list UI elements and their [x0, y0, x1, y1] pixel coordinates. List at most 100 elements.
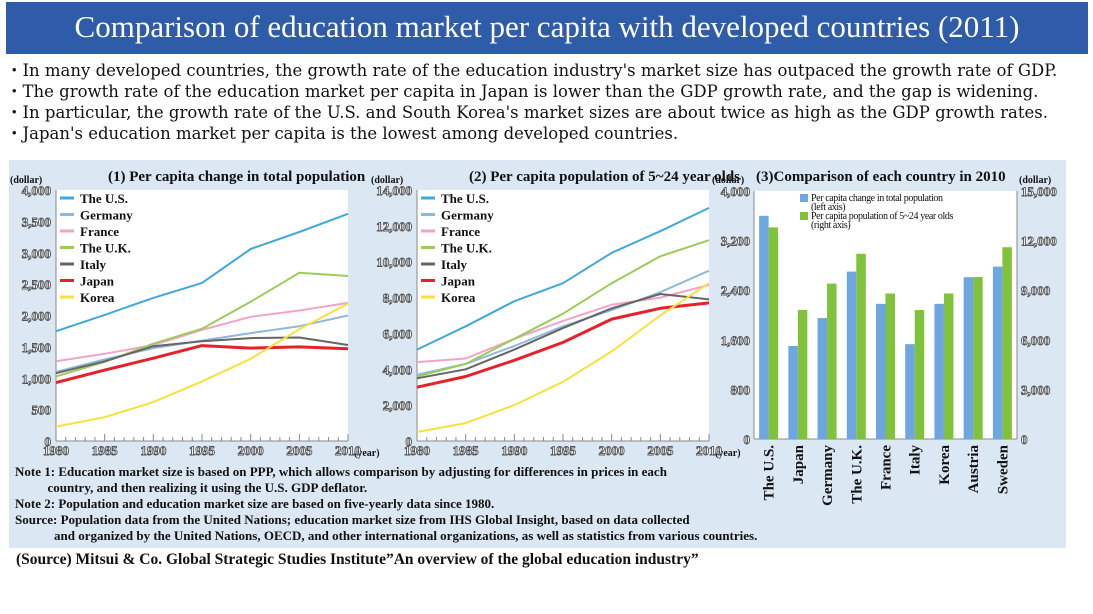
x-category-label: Sweden	[995, 444, 1011, 494]
legend-label: France	[80, 224, 119, 239]
x-tick-label-1: 1985	[92, 443, 119, 458]
legend-label: Japan	[441, 274, 476, 289]
series-line-japan	[55, 344, 349, 385]
y-tick-label-2: 0	[406, 434, 413, 449]
x-category-label: The U.K.	[849, 445, 865, 504]
bar-per-capita-total	[905, 344, 915, 439]
x-tick-label-1: 1980	[43, 443, 69, 458]
source-citation: (Source) Mitsui & Co. Global Strategic S…	[16, 551, 699, 568]
page-title: Comparison of education market per capit…	[6, 2, 1088, 54]
y-tick-label-left: 1,600	[721, 333, 750, 348]
bullet-item: ・In particular, the growth rate of the U…	[6, 103, 1048, 122]
legend-label: (right axis)	[811, 220, 850, 231]
x-tick-label-1: 2005	[286, 443, 313, 458]
note-line: country, and then realizing it using the…	[15, 480, 368, 495]
x-category-label: Austria	[966, 445, 982, 494]
charts-svg: (1) Per capita change in total populatio…	[10, 169, 1057, 506]
y-tick-label-left: 800	[731, 382, 751, 397]
bar-per-capita-5-24	[914, 310, 925, 439]
x-category-label: Japan	[791, 444, 807, 484]
bullet-item: ・Japan's education market per capita is …	[6, 124, 679, 143]
bar-per-capita-total	[759, 215, 769, 439]
x-tick-label-2: 1995	[550, 443, 577, 458]
x-category-label: Korea	[937, 445, 953, 485]
chart-panel: (1) Per capita change in total populatio…	[9, 160, 1066, 548]
y-tick-label-right: 3,000	[1021, 382, 1050, 397]
x-unit-label-2: (year)	[715, 448, 741, 459]
y-tick-label-left: 0	[744, 432, 751, 447]
series-line-korea	[55, 302, 349, 428]
y-unit-label-1: (dollar)	[10, 175, 42, 186]
x-tick-label-2: 2005	[647, 443, 674, 458]
legend-label: The U.S.	[80, 191, 128, 206]
y-tick-label-1: 500	[32, 403, 52, 418]
bar-per-capita-5-24	[827, 283, 837, 439]
y-tick-label-right: 0	[1021, 432, 1028, 447]
legend-label: Germany	[80, 208, 133, 223]
legend-label: Korea	[80, 290, 115, 305]
note-line: Note 1: Education market size is based o…	[15, 464, 667, 479]
note-line: Source: Population data from the United …	[15, 512, 690, 527]
x-category-label: Italy	[908, 445, 924, 476]
y-tick-label-1: 4,000	[22, 183, 51, 198]
bullet-item: ・The growth rate of the education market…	[6, 82, 1039, 101]
chart-title-2: (2) Per capita population of 5~24 year o…	[469, 169, 740, 185]
x-tick-label-1: 2000	[238, 443, 264, 458]
y-tick-label-1: 3,500	[22, 214, 51, 229]
x-tick-label-2: 1980	[404, 443, 430, 458]
y-tick-label-2: 4,000	[383, 362, 412, 377]
series-line-italy	[416, 293, 710, 380]
series-line-japan	[416, 301, 710, 389]
bar-per-capita-5-24	[943, 293, 954, 439]
y-tick-label-left: 4,000	[721, 184, 750, 199]
chart-title-3: (3)Comparison of each country in 2010	[756, 169, 1006, 185]
legend-label: (left axis)	[811, 202, 845, 213]
x-category-label: Germany	[820, 445, 836, 506]
series-line-france	[55, 301, 349, 363]
chart-title-1: (1) Per capita change in total populatio…	[108, 169, 366, 185]
bar-per-capita-5-24	[973, 276, 983, 439]
x-tick-label-1: 2010	[335, 443, 361, 458]
legend-swatch	[800, 212, 808, 220]
bullet-list: ・In many developed countries, the growth…	[6, 60, 1086, 144]
y-unit-label-left: (dollar)	[712, 175, 744, 186]
y-tick-label-right: 9,000	[1021, 283, 1050, 298]
bar-per-capita-total	[963, 277, 974, 439]
legend-label: France	[441, 224, 480, 239]
bar-per-capita-total	[992, 266, 1003, 439]
x-tick-label-1: 1995	[189, 443, 216, 458]
bar-per-capita-5-24	[885, 293, 895, 439]
y-tick-label-2: 6,000	[383, 326, 412, 341]
x-category-label: The U.S.	[762, 445, 778, 501]
x-tick-label-2: 2000	[599, 443, 625, 458]
y-tick-label-1: 1,500	[22, 340, 51, 355]
y-tick-label-left: 3,200	[721, 234, 750, 249]
y-tick-label-2: 8,000	[383, 291, 412, 306]
bar-per-capita-total	[788, 346, 798, 439]
x-tick-label-2: 2010	[696, 443, 722, 458]
legend-label: The U.S.	[441, 191, 489, 206]
series-line-korea	[416, 282, 710, 433]
legend-label: The U.K.	[441, 241, 492, 256]
y-unit-label-right: (dollar)	[1019, 175, 1051, 186]
bullet-item: ・In many developed countries, the growth…	[6, 61, 1058, 80]
y-tick-label-1: 0	[45, 434, 52, 449]
bar-per-capita-5-24	[768, 227, 779, 439]
legend-label: Korea	[441, 290, 476, 305]
y-tick-label-left: 2,400	[721, 283, 750, 298]
y-tick-label-right: 15,000	[1021, 184, 1057, 199]
y-tick-label-2: 12,000	[376, 219, 412, 234]
legend-label: Germany	[441, 208, 494, 223]
series-line-italy	[55, 336, 349, 375]
y-tick-label-2: 10,000	[376, 255, 412, 270]
series-line-the-u-s-	[55, 212, 349, 333]
x-tick-label-2: 1990	[501, 443, 527, 458]
legend-label: Italy	[441, 257, 468, 272]
series-line-the-u-k-	[416, 239, 710, 378]
note-line: and organized by the United Nations, OEC…	[15, 528, 758, 543]
bar-per-capita-5-24	[797, 310, 808, 439]
legend-swatch	[800, 194, 808, 202]
bar-per-capita-total	[934, 303, 944, 439]
y-tick-label-1: 1,000	[22, 371, 51, 386]
series-line-the-u-s-	[416, 206, 710, 351]
